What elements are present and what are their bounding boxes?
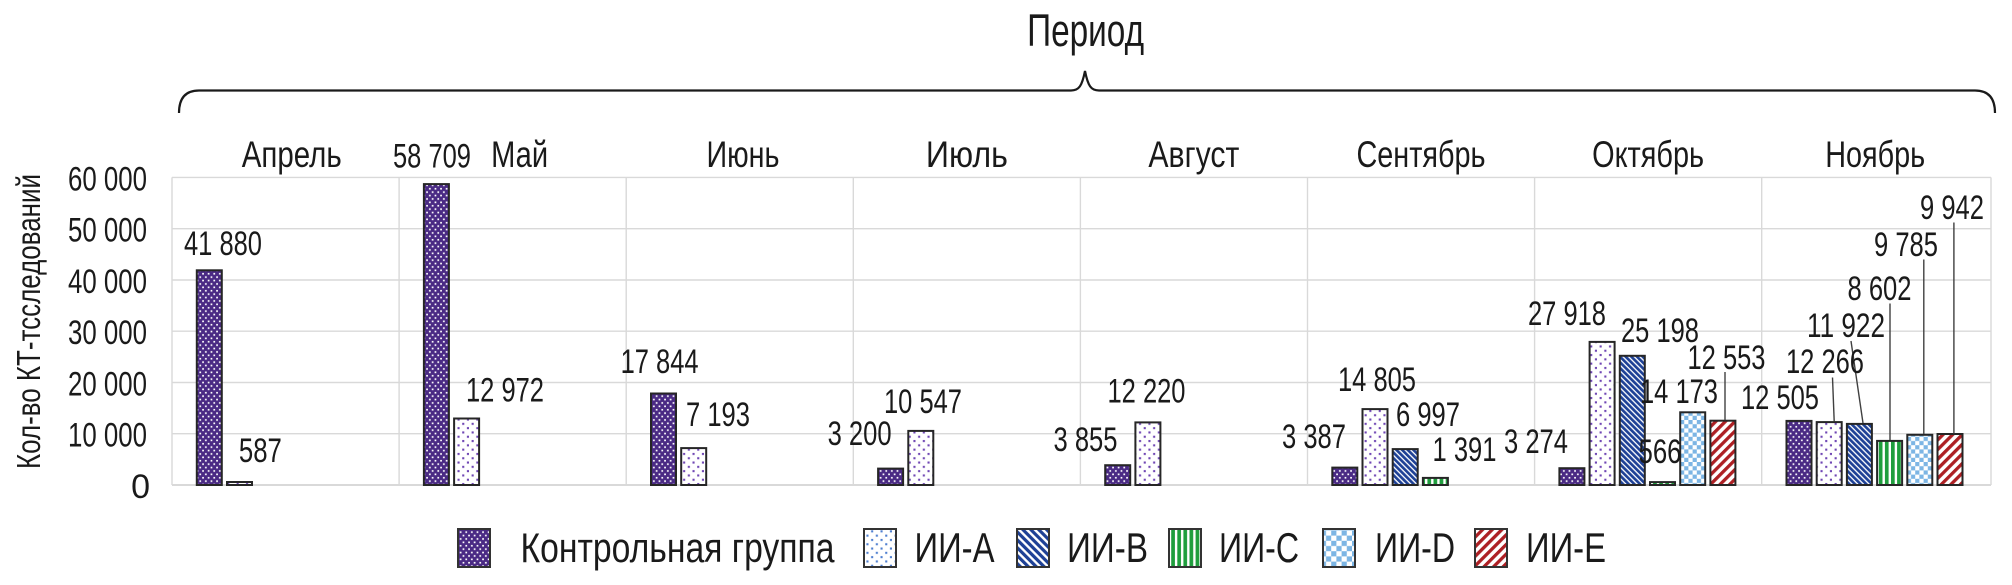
- svg-text:0: 0: [131, 468, 150, 506]
- svg-text:58 709: 58 709: [393, 138, 471, 176]
- svg-text:11 922: 11 922: [1807, 307, 1885, 345]
- svg-text:40 000: 40 000: [68, 263, 147, 301]
- svg-text:Май: Май: [491, 134, 548, 175]
- svg-text:50 000: 50 000: [68, 212, 147, 250]
- svg-text:Контрольная группа: Контрольная группа: [521, 524, 836, 571]
- svg-text:9 785: 9 785: [1874, 226, 1938, 264]
- svg-text:587: 587: [239, 432, 282, 470]
- svg-text:14 805: 14 805: [1338, 361, 1416, 399]
- svg-text:9 942: 9 942: [1920, 189, 1984, 227]
- svg-text:Август: Август: [1148, 134, 1239, 175]
- svg-text:Период: Период: [1027, 5, 1144, 56]
- svg-text:566: 566: [1639, 433, 1682, 471]
- svg-text:3 274: 3 274: [1504, 423, 1568, 461]
- svg-text:20 000: 20 000: [68, 366, 147, 404]
- svg-text:3 387: 3 387: [1282, 418, 1346, 456]
- svg-text:41 880: 41 880: [184, 225, 262, 263]
- svg-text:17 844: 17 844: [621, 343, 699, 381]
- svg-text:10 547: 10 547: [884, 383, 962, 421]
- svg-text:27 918: 27 918: [1528, 295, 1606, 333]
- svg-text:3 200: 3 200: [828, 415, 892, 453]
- svg-text:8 602: 8 602: [1848, 270, 1912, 308]
- svg-text:Ноябрь: Ноябрь: [1825, 134, 1925, 175]
- svg-text:12 553: 12 553: [1688, 339, 1766, 377]
- svg-text:3 855: 3 855: [1054, 421, 1118, 459]
- svg-text:30 000: 30 000: [68, 314, 147, 352]
- svg-text:Июль: Июль: [926, 134, 1008, 175]
- svg-text:1 391: 1 391: [1433, 431, 1497, 469]
- svg-text:12 266: 12 266: [1786, 343, 1864, 381]
- svg-text:Апрель: Апрель: [242, 134, 342, 175]
- svg-text:12 972: 12 972: [466, 372, 544, 410]
- svg-text:6 997: 6 997: [1396, 396, 1460, 434]
- svg-text:Июнь: Июнь: [707, 134, 780, 175]
- svg-text:Октябрь: Октябрь: [1592, 134, 1704, 175]
- svg-text:25 198: 25 198: [1621, 312, 1699, 350]
- svg-text:12 505: 12 505: [1741, 379, 1819, 417]
- svg-text:7 193: 7 193: [686, 396, 750, 434]
- svg-text:12 220: 12 220: [1108, 373, 1186, 411]
- svg-text:10 000: 10 000: [68, 417, 147, 455]
- svg-text:Сентябрь: Сентябрь: [1357, 134, 1486, 175]
- svg-text:ИИ-С: ИИ-С: [1219, 524, 1299, 571]
- svg-text:ИИ-А: ИИ-А: [915, 524, 995, 571]
- svg-text:ИИ-D: ИИ-D: [1375, 524, 1455, 571]
- svg-text:ИИ-Е: ИИ-Е: [1526, 524, 1606, 571]
- svg-text:Кол-во КТ-тсследований: Кол-во КТ-тсследований: [10, 174, 47, 469]
- svg-text:14 173: 14 173: [1640, 373, 1718, 411]
- svg-text:ИИ-В: ИИ-В: [1067, 524, 1148, 571]
- svg-text:60 000: 60 000: [68, 160, 147, 198]
